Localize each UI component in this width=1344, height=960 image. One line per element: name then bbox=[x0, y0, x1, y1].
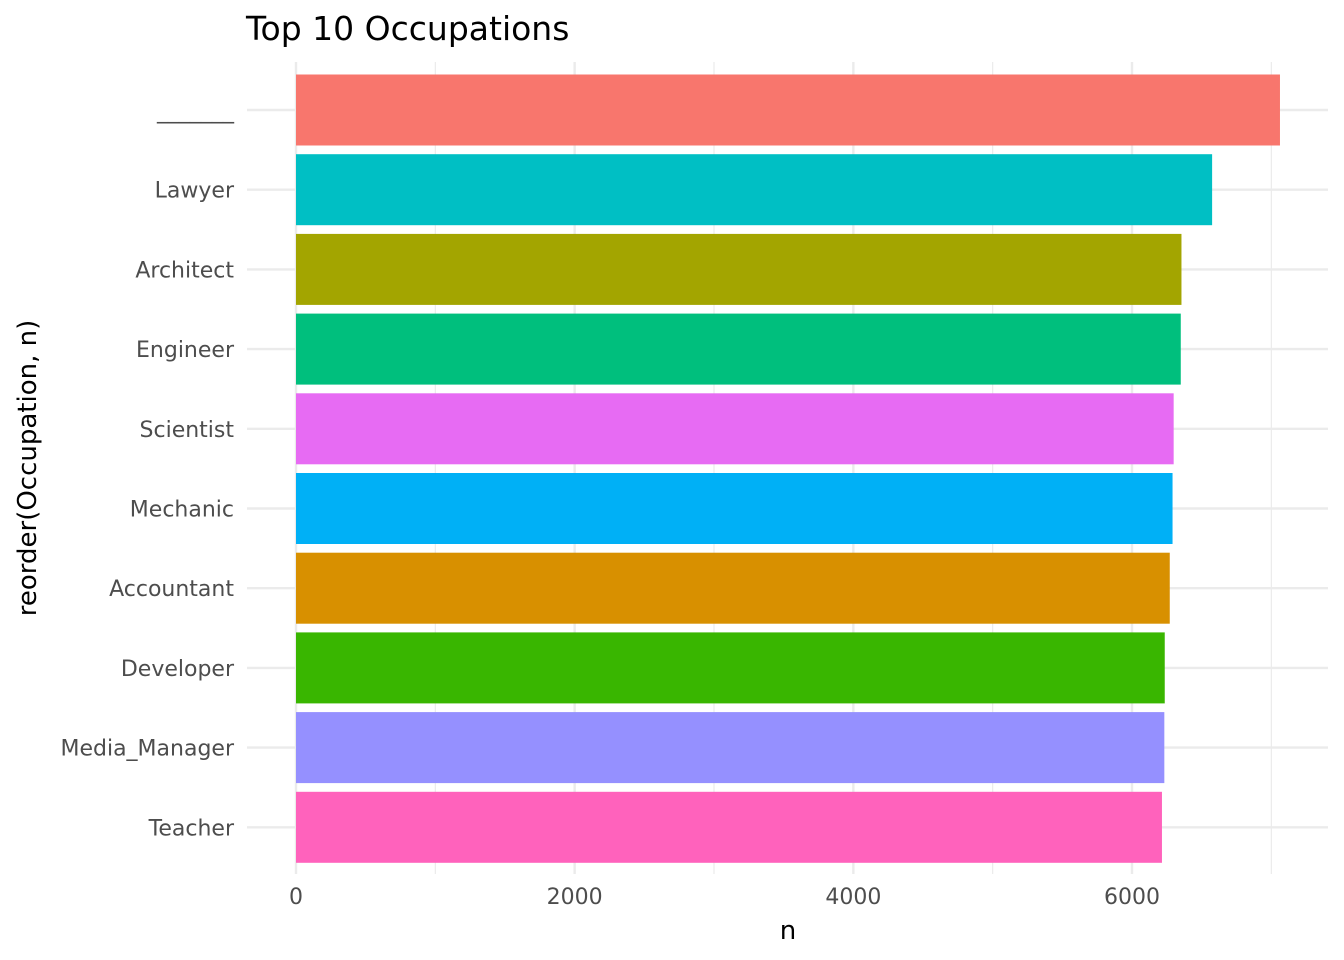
bar-developer bbox=[296, 632, 1165, 704]
x-axis-title: n bbox=[780, 916, 796, 946]
y-tick-label: Lawyer bbox=[155, 179, 235, 204]
bar-mechanic bbox=[296, 473, 1173, 544]
y-tick-label: Architect bbox=[135, 258, 234, 283]
x-tick-label: 4000 bbox=[825, 885, 881, 910]
y-tick-label: Mechanic bbox=[130, 498, 234, 523]
bar-lawyer bbox=[296, 154, 1213, 226]
y-tick-label: Engineer bbox=[136, 338, 235, 363]
bar-scientist bbox=[296, 393, 1174, 465]
bar-media-manager bbox=[296, 712, 1165, 784]
x-tick-label: 2000 bbox=[547, 885, 603, 910]
y-tick-label: Scientist bbox=[140, 418, 235, 443]
y-tick-label: Media_Manager bbox=[60, 737, 234, 762]
bar-teacher bbox=[296, 791, 1162, 863]
y-axis-title: reorder(Occupation, n) bbox=[13, 320, 43, 617]
bars bbox=[296, 74, 1280, 863]
y-tick-labels: _______ Lawyer Architect Engineer Scientist M… bbox=[60, 99, 235, 841]
bar-blank bbox=[296, 74, 1280, 146]
bar-architect bbox=[296, 233, 1182, 305]
x-tick-label: 6000 bbox=[1104, 885, 1160, 910]
bar-engineer bbox=[296, 313, 1181, 385]
y-tick-label: Developer bbox=[121, 657, 235, 682]
y-tick-label: _______ bbox=[156, 99, 235, 124]
y-tick-label: Accountant bbox=[109, 577, 234, 602]
chart-title: Top 10 Occupations bbox=[245, 9, 569, 48]
y-tick-label: Teacher bbox=[148, 816, 235, 841]
x-tick-label: 0 bbox=[289, 885, 303, 910]
bar-accountant bbox=[296, 552, 1170, 624]
x-tick-labels: 0 2000 4000 6000 bbox=[289, 885, 1160, 910]
